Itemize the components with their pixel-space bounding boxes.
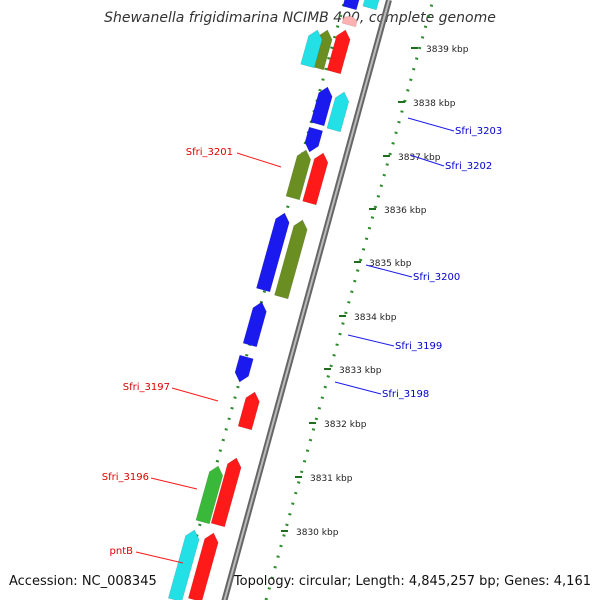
topology-label: Topology: circular; Length: 4,845,257 bp… xyxy=(233,574,591,589)
gene-label-pntb: pntB xyxy=(110,546,134,557)
gene-label-sfri_3199: Sfri_3199 xyxy=(395,341,442,352)
kbp-label-8: 3831 kbp xyxy=(310,474,353,484)
map-title: Shewanella frigidimarina NCIMB 400, comp… xyxy=(104,10,496,26)
gene-block-13 xyxy=(326,91,350,133)
gene-block-0 xyxy=(167,529,200,600)
genome-backbone-highlight xyxy=(223,0,390,600)
gene-leader-0 xyxy=(407,117,455,132)
gene-block-7 xyxy=(256,212,290,293)
gene-label-sfri_3202: Sfri_3202 xyxy=(445,161,492,172)
feature-layer xyxy=(167,0,380,600)
gene-block-3 xyxy=(210,457,242,528)
gene-label-sfri_3200: Sfri_3200 xyxy=(413,272,460,283)
backbone-layer xyxy=(221,0,392,600)
gene-block-12 xyxy=(310,86,333,127)
gene-leader-5 xyxy=(334,381,382,395)
gene-block-4 xyxy=(237,391,260,431)
gene-label-sfri_3196: Sfri_3196 xyxy=(102,472,149,483)
gene-block-19 xyxy=(362,0,380,11)
gene-label-sfri_3203: Sfri_3203 xyxy=(455,126,502,137)
right-tick-track xyxy=(264,0,435,600)
kbp-label-7: 3832 kbp xyxy=(324,420,367,430)
gene-leader-1 xyxy=(409,154,445,167)
gene-label-layer: Sfri_3203 Sfri_3202 Sfri_3201 Sfri_3200 Sfri… xyxy=(102,117,502,564)
gene-block-8 xyxy=(274,219,308,300)
gene-leader-3 xyxy=(365,264,413,278)
gene-block-18 xyxy=(342,0,360,11)
gene-block-17 xyxy=(341,15,358,28)
gene-block-16 xyxy=(326,29,351,75)
gene-block-10 xyxy=(302,152,329,206)
gene-label-sfri_3198: Sfri_3198 xyxy=(382,389,429,400)
accession-label: Accession: NC_008345 xyxy=(9,574,157,589)
gene-leader-6 xyxy=(171,387,219,402)
gene-block-11 xyxy=(304,126,324,153)
kbp-label-6: 3833 kbp xyxy=(339,366,382,376)
gene-leader-7 xyxy=(150,477,198,490)
gene-label-sfri_3197: Sfri_3197 xyxy=(123,382,170,393)
gene-block-5 xyxy=(234,354,254,383)
kbp-label-3: 3836 kbp xyxy=(384,206,427,216)
gene-block-9 xyxy=(285,149,312,201)
kbp-label-9: 3830 kbp xyxy=(296,528,339,538)
gene-leader-8 xyxy=(135,551,184,564)
kbp-label-5: 3834 kbp xyxy=(354,313,397,323)
gene-label-sfri_3201: Sfri_3201 xyxy=(186,147,233,158)
gene-block-1 xyxy=(187,532,219,600)
kbp-label-4: 3835 kbp xyxy=(369,259,412,269)
kbp-label-1: 3838 kbp xyxy=(413,99,456,109)
kbp-label-0: 3839 kbp xyxy=(426,45,469,55)
gene-block-15 xyxy=(300,29,323,69)
gene-leader-4 xyxy=(347,334,395,347)
gene-block-2 xyxy=(195,465,224,525)
gene-leader-2 xyxy=(236,152,282,168)
gene-block-6 xyxy=(242,301,267,348)
